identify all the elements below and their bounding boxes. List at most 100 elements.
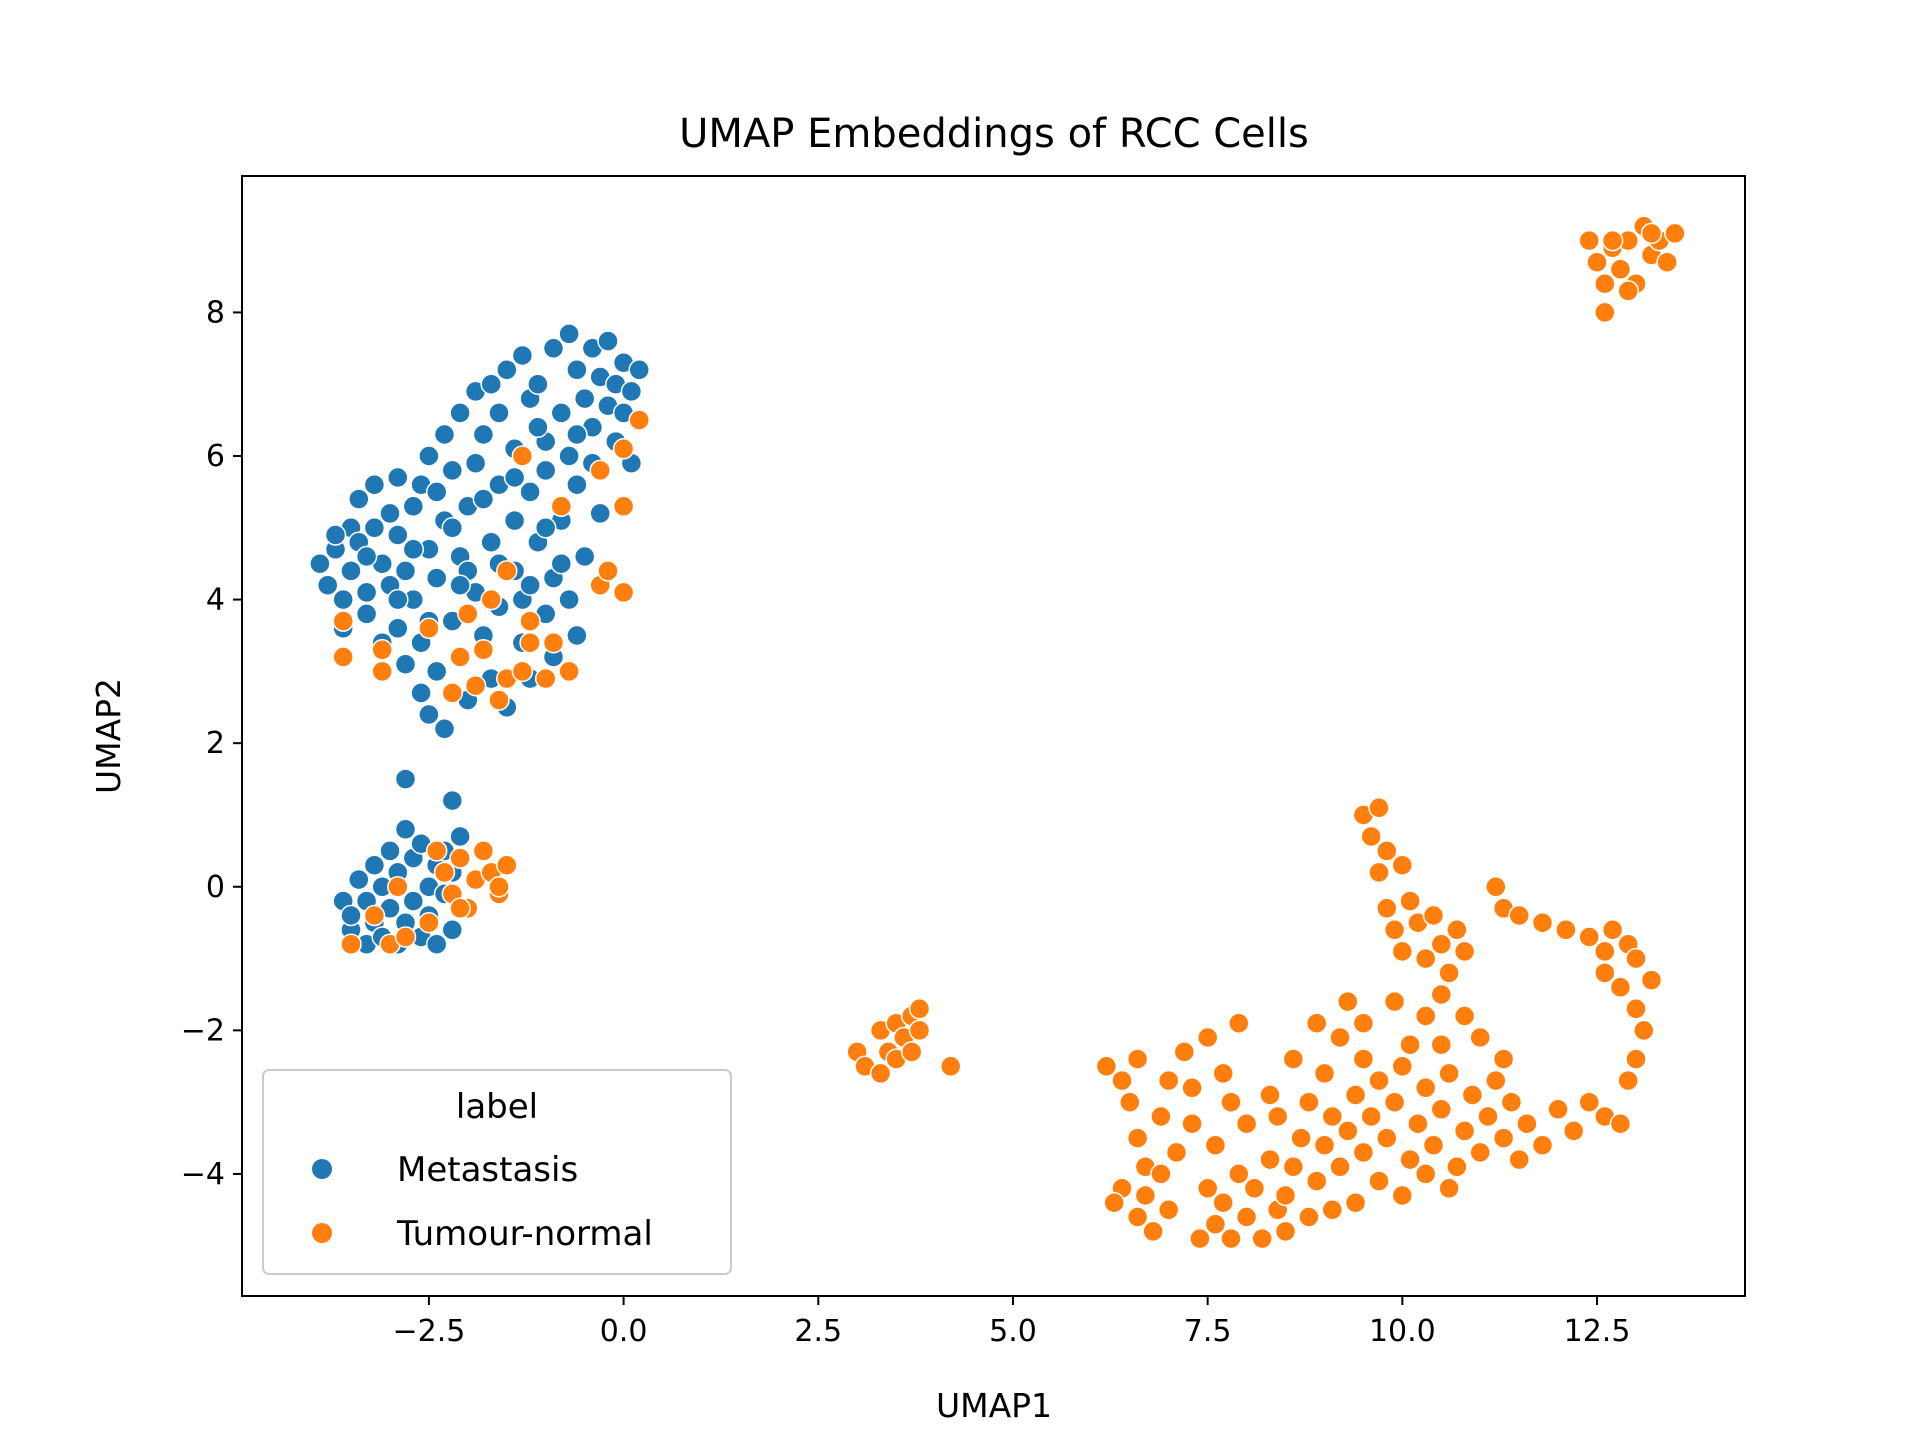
point-tumour-normal [1508, 1148, 1530, 1171]
point-tumour-normal [1461, 1084, 1484, 1106]
point-metastasis [387, 617, 409, 640]
point-tumour-normal [332, 610, 354, 632]
point-tumour-normal [1228, 1163, 1250, 1185]
point-tumour-normal [1625, 998, 1647, 1020]
point-tumour-normal [908, 1019, 931, 1042]
point-metastasis [402, 890, 425, 912]
point-tumour-normal [1414, 1077, 1437, 1099]
point-tumour-normal [1508, 904, 1530, 927]
y-axis-label: UMAP2 [89, 678, 128, 794]
point-metastasis [418, 703, 440, 726]
point-metastasis [394, 768, 417, 790]
x-axis-label: UMAP1 [936, 1386, 1052, 1425]
point-tumour-normal [332, 646, 354, 668]
point-tumour-normal [1430, 933, 1453, 955]
point-metastasis [449, 574, 471, 596]
point-tumour-normal [612, 581, 635, 604]
point-tumour-normal [1329, 1026, 1351, 1049]
y-tick-label: 8 [206, 295, 225, 330]
y-tick-label: 4 [206, 583, 225, 618]
point-tumour-normal [612, 495, 635, 518]
point-tumour-normal [1290, 1127, 1312, 1149]
point-metastasis [558, 323, 580, 345]
y-tick-label: −2 [181, 1013, 225, 1048]
x-tick-label: 0.0 [600, 1314, 648, 1349]
point-tumour-normal [1625, 947, 1647, 970]
point-metastasis [441, 919, 464, 941]
point-metastasis [620, 380, 643, 403]
point-tumour-normal [496, 854, 518, 876]
point-metastasis [628, 359, 650, 381]
point-tumour-normal [1274, 1220, 1297, 1243]
point-metastasis [355, 581, 378, 604]
point-metastasis [519, 481, 541, 503]
point-tumour-normal [612, 438, 635, 460]
point-metastasis [387, 524, 409, 546]
point-tumour-normal [1438, 1177, 1460, 1200]
point-tumour-normal [1352, 1141, 1375, 1164]
point-tumour-normal [1453, 1120, 1476, 1142]
point-metastasis [441, 517, 464, 539]
point-tumour-normal [1391, 1055, 1414, 1078]
point-metastasis [488, 402, 510, 424]
point-metastasis [519, 574, 541, 596]
point-metastasis [449, 825, 471, 848]
x-tick-label: 10.0 [1369, 1314, 1436, 1349]
point-tumour-normal [371, 639, 393, 661]
point-tumour-normal [488, 689, 510, 711]
point-tumour-normal [558, 660, 580, 683]
point-tumour-normal [449, 897, 471, 920]
point-tumour-normal [542, 631, 565, 654]
point-metastasis [433, 423, 456, 446]
point-tumour-normal [1119, 1091, 1141, 1113]
point-tumour-normal [1352, 1048, 1375, 1070]
point-metastasis [425, 933, 448, 955]
plot-frame [241, 175, 1746, 1297]
point-tumour-normal [1555, 919, 1577, 941]
point-metastasis [340, 904, 362, 927]
point-tumour-normal [1640, 222, 1663, 245]
point-tumour-normal [1586, 251, 1608, 273]
point-metastasis [480, 373, 502, 395]
point-tumour-normal [1282, 1048, 1305, 1070]
legend-label-tumour-normal: Tumour-normal [396, 1214, 653, 1254]
point-tumour-normal [1446, 1156, 1468, 1178]
point-tumour-normal [1157, 1199, 1180, 1221]
point-tumour-normal [511, 660, 534, 683]
point-tumour-normal [1430, 983, 1453, 1006]
point-metastasis [496, 359, 518, 381]
point-tumour-normal [1485, 876, 1507, 898]
point-metastasis [566, 359, 588, 381]
legend-label-metastasis: Metastasis [397, 1150, 578, 1190]
point-tumour-normal [1438, 1062, 1460, 1085]
point-tumour-normal [1305, 1012, 1328, 1034]
point-tumour-normal [1485, 1069, 1507, 1092]
point-tumour-normal [1344, 1191, 1367, 1214]
point-metastasis [402, 538, 425, 561]
point-tumour-normal [1516, 1112, 1538, 1135]
point-metastasis [379, 840, 401, 862]
y-tick-label: 6 [206, 439, 225, 474]
points-layer [309, 215, 1686, 1250]
point-tumour-normal [1469, 1026, 1491, 1049]
point-tumour-normal [1368, 797, 1390, 819]
point-tumour-normal [1547, 1098, 1569, 1121]
point-tumour-normal [1298, 1206, 1320, 1228]
point-metastasis [472, 488, 495, 510]
point-tumour-normal [1368, 1170, 1390, 1192]
point-tumour-normal [1259, 1148, 1281, 1171]
point-tumour-normal [1360, 1105, 1382, 1128]
point-metastasis [363, 517, 386, 539]
point-tumour-normal [425, 840, 448, 862]
point-metastasis [589, 502, 611, 525]
point-metastasis [503, 466, 526, 489]
point-metastasis [332, 588, 354, 611]
point-tumour-normal [1111, 1069, 1133, 1092]
point-tumour-normal [1391, 940, 1414, 963]
point-metastasis [355, 545, 378, 568]
point-tumour-normal [1235, 1206, 1258, 1228]
point-tumour-normal [1453, 1005, 1476, 1027]
point-metastasis [534, 459, 557, 482]
point-metastasis [387, 588, 409, 611]
x-tick-label: 12.5 [1564, 1314, 1631, 1349]
